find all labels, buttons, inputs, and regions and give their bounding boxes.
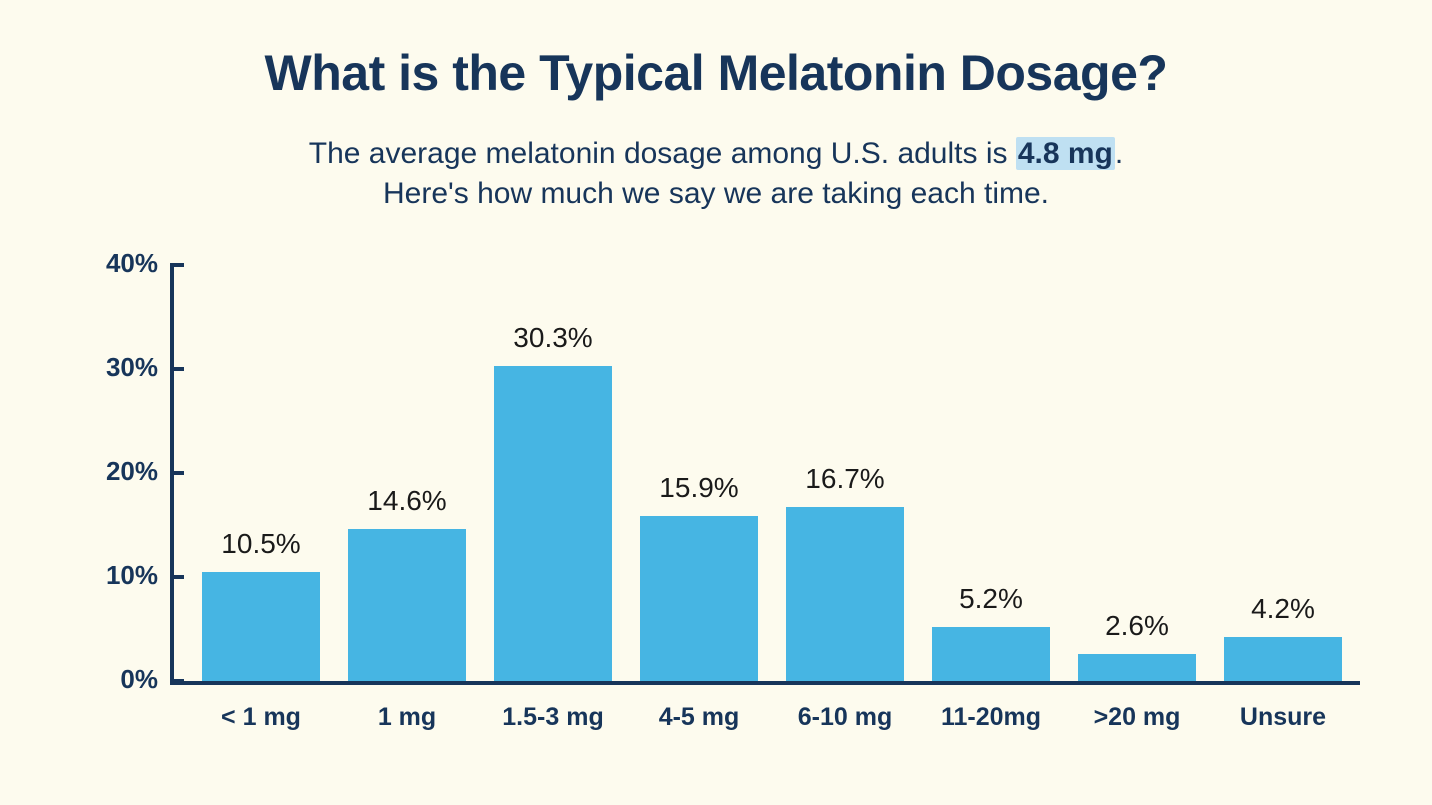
subtitle-line2: Here's how much we say we are taking eac… xyxy=(383,177,1049,210)
x-axis-label: Unsure xyxy=(1210,703,1356,732)
bar-value-label: 14.6% xyxy=(328,485,486,517)
bar-value-label: 2.6% xyxy=(1058,610,1216,642)
y-axis-tick xyxy=(170,471,184,475)
bar xyxy=(202,572,320,681)
bar xyxy=(786,507,904,681)
x-axis-label: 4-5 mg xyxy=(626,703,772,732)
y-axis-tick xyxy=(170,575,184,579)
y-axis-tick xyxy=(170,263,184,267)
x-axis-line xyxy=(170,681,1360,685)
subtitle-line1-pre: The average melatonin dosage among U.S. … xyxy=(309,137,1016,170)
bar xyxy=(1224,637,1342,681)
chart-subtitle: The average melatonin dosage among U.S. … xyxy=(0,134,1432,214)
y-axis-tick xyxy=(170,679,184,683)
x-axis-label: 6-10 mg xyxy=(772,703,918,732)
bar-value-label: 4.2% xyxy=(1204,593,1362,625)
bar-value-label: 10.5% xyxy=(182,528,340,560)
bar-value-label: 30.3% xyxy=(474,322,632,354)
subtitle-highlight: 4.8 mg xyxy=(1016,137,1115,170)
bar-value-label: 15.9% xyxy=(620,472,778,504)
x-axis-label: < 1 mg xyxy=(188,703,334,732)
y-axis-label: 30% xyxy=(68,352,158,383)
bar xyxy=(348,529,466,681)
y-axis-label: 40% xyxy=(68,248,158,279)
y-axis-tick xyxy=(170,367,184,371)
y-axis-line xyxy=(170,265,174,685)
bar xyxy=(640,516,758,681)
y-axis-label: 10% xyxy=(68,560,158,591)
chart-title: What is the Typical Melatonin Dosage? xyxy=(0,44,1432,102)
subtitle-line1-post: . xyxy=(1115,137,1123,170)
x-axis-label: >20 mg xyxy=(1064,703,1210,732)
x-axis-label: 11-20mg xyxy=(918,703,1064,732)
y-axis-label: 20% xyxy=(68,456,158,487)
bar-value-label: 16.7% xyxy=(766,463,924,495)
bar-value-label: 5.2% xyxy=(912,583,1070,615)
chart-canvas: What is the Typical Melatonin Dosage? Th… xyxy=(0,0,1432,805)
y-axis-label: 0% xyxy=(68,664,158,695)
bar xyxy=(932,627,1050,681)
x-axis-label: 1.5-3 mg xyxy=(480,703,626,732)
bar-chart: 0%10%20%30%40% 10.5%14.6%30.3%15.9%16.7%… xyxy=(170,265,1360,685)
bar xyxy=(494,366,612,681)
bar xyxy=(1078,654,1196,681)
x-axis-label: 1 mg xyxy=(334,703,480,732)
